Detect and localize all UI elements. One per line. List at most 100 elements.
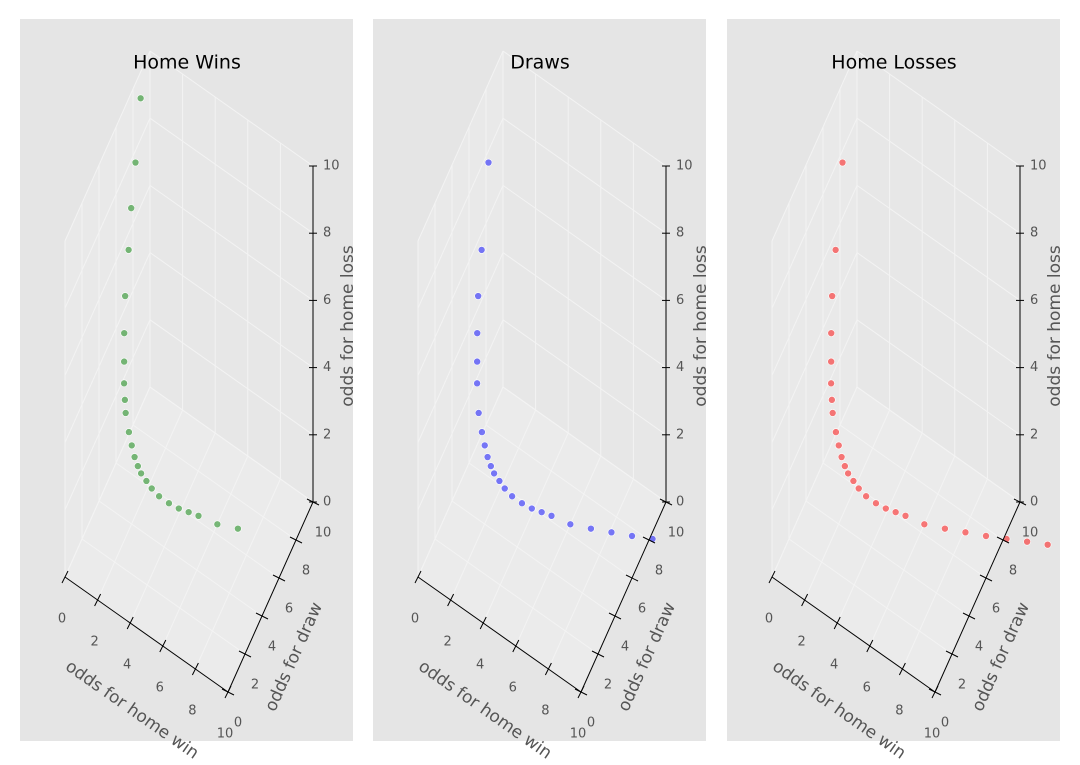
pane [150, 51, 313, 502]
z-tick-label: 6 [1030, 293, 1038, 308]
y-tick-label: 4 [621, 640, 629, 655]
data-point [120, 379, 128, 388]
data-point [831, 246, 840, 254]
plot-area [771, 8, 1052, 693]
data-point [537, 508, 546, 516]
grid-line [771, 252, 858, 443]
tick-mark [962, 612, 976, 620]
grid-line [901, 478, 988, 670]
data-point [147, 484, 156, 493]
tick-mark [289, 536, 303, 544]
z-tick-label: 0 [676, 495, 684, 510]
grid-line [502, 252, 667, 369]
pane [857, 51, 1020, 502]
grid-line [856, 117, 1021, 234]
y-tick-label: 4 [975, 640, 983, 655]
tick-mark [591, 650, 605, 658]
tick-mark [945, 650, 959, 658]
grid-line [149, 50, 314, 167]
grid-line [515, 455, 602, 647]
tick-mark [574, 688, 588, 696]
data-point [832, 428, 840, 436]
tick-mark [447, 593, 455, 607]
plot-area [417, 50, 667, 693]
tick-mark [996, 536, 1010, 544]
data-point [483, 453, 492, 461]
pane [772, 51, 857, 577]
tick-mark [866, 639, 874, 653]
y-tick-label: 2 [251, 678, 259, 693]
grid-line [417, 117, 504, 309]
grid-line [417, 386, 504, 578]
data-point [607, 528, 616, 537]
x-tick-label: 2 [443, 635, 451, 650]
data-point [175, 504, 183, 513]
data-point [587, 524, 595, 533]
data-point [130, 453, 139, 461]
data-point [213, 520, 222, 529]
tick-mark [512, 639, 520, 653]
chart-title: Home Wins [133, 52, 241, 74]
z-tick-label: 0 [1030, 495, 1038, 510]
data-point [480, 441, 489, 450]
z-tick-label: 10 [323, 159, 340, 174]
data-point [142, 477, 151, 485]
data-point [828, 292, 836, 300]
y-tick-label: 0 [234, 716, 242, 731]
chart-title: Home Losses [831, 52, 956, 74]
grid-line [417, 50, 504, 242]
data-point [131, 158, 140, 167]
pane [65, 51, 150, 577]
tick-mark [833, 616, 841, 630]
z-axis-label: odds for home loss [338, 245, 358, 407]
tick-mark [768, 570, 776, 584]
pane [503, 51, 666, 502]
grid-line [417, 185, 504, 376]
data-point [827, 357, 835, 366]
z-tick-label: 10 [676, 159, 693, 174]
data-point [495, 477, 504, 485]
tick-mark [272, 574, 286, 582]
z-tick-label: 2 [323, 427, 331, 442]
grid-line [129, 432, 216, 624]
data-point [474, 292, 482, 300]
data-point [872, 499, 880, 508]
data-point [828, 396, 836, 404]
grid-line [98, 500, 263, 617]
x-tick-label: 6 [509, 681, 517, 696]
grid-line [149, 117, 314, 234]
grid-line [451, 500, 616, 617]
tick-mark [479, 616, 487, 630]
data-point [121, 396, 129, 404]
grid-line [856, 50, 1021, 167]
data-point [234, 524, 242, 533]
x-tick-label: 4 [476, 658, 484, 673]
x-tick-label: 0 [58, 612, 66, 627]
x-tick-label: 6 [863, 681, 871, 696]
data-point [165, 499, 173, 508]
grid-line [839, 424, 1004, 541]
grid-line [771, 319, 858, 511]
grid-line [502, 184, 667, 301]
data-point [194, 511, 203, 520]
z-tick-label: 6 [676, 293, 684, 308]
y-tick-label: 8 [302, 564, 310, 579]
data-point [121, 292, 129, 300]
pane [418, 387, 666, 692]
grid-line [502, 319, 667, 436]
data-point [127, 441, 136, 450]
data-point [828, 409, 837, 417]
pane [772, 387, 1020, 692]
grid-line [771, 117, 858, 309]
y-tick-label: 0 [941, 716, 949, 731]
data-point [137, 469, 145, 478]
x-tick-label: 4 [123, 658, 131, 673]
z-tick-label: 2 [1030, 427, 1038, 442]
data-point [852, 8, 859, 15]
y-tick-label: 0 [587, 716, 595, 731]
z-axis-label: odds for home loss [691, 245, 711, 407]
data-point [145, 8, 152, 15]
grid-line [771, 386, 858, 578]
